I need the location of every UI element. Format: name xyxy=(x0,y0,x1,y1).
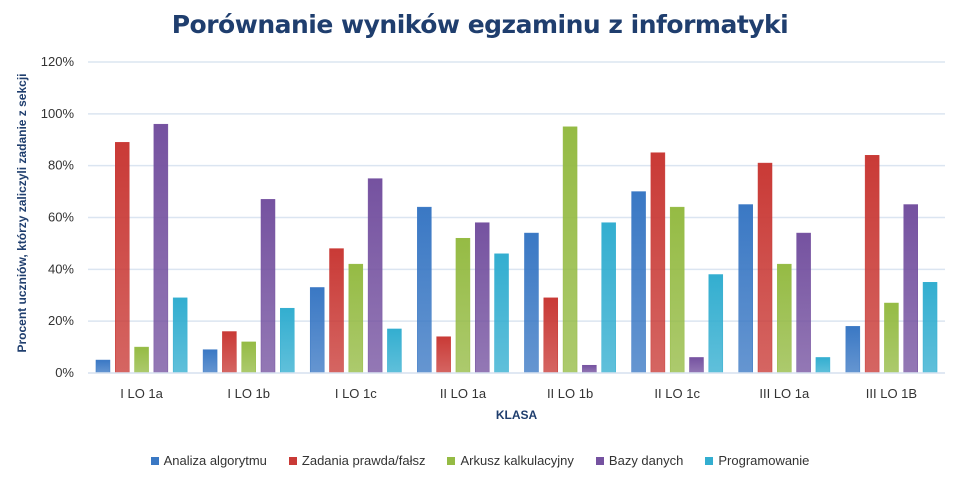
legend-swatch xyxy=(447,456,456,465)
bar-1-4 xyxy=(543,297,559,374)
bar-0-3 xyxy=(417,206,432,374)
bar-1-1 xyxy=(222,331,237,374)
bar-4-1 xyxy=(280,307,295,374)
y-tick-label: 0% xyxy=(55,365,74,380)
bar-2-6 xyxy=(777,263,792,374)
x-axis-label: KLASA xyxy=(495,408,538,422)
y-tick-label: 100% xyxy=(41,106,75,121)
bar-4-4 xyxy=(601,222,616,374)
bar-1-6 xyxy=(757,162,773,374)
bar-2-5 xyxy=(669,206,685,374)
bar-0-7 xyxy=(845,326,861,374)
bar-4-3 xyxy=(494,253,509,374)
bar-2-0 xyxy=(134,346,149,374)
bar-2-4 xyxy=(562,126,578,374)
bar-4-6 xyxy=(815,357,831,374)
bar-3-7 xyxy=(903,204,918,374)
bar-2-1 xyxy=(241,341,256,374)
bar-4-5 xyxy=(708,274,724,374)
bar-3-6 xyxy=(796,232,811,374)
bar-0-5 xyxy=(631,191,646,374)
y-tick-label: 120% xyxy=(41,54,75,69)
x-tick-label: II LO 1a xyxy=(440,386,487,401)
bar-2-2 xyxy=(348,263,364,374)
bar-0-1 xyxy=(202,349,218,374)
x-tick-label: II LO 1c xyxy=(654,386,700,401)
legend-label: Programowanie xyxy=(718,453,810,468)
x-tick-label: I LO 1a xyxy=(120,386,163,401)
bar-4-0 xyxy=(172,297,188,374)
bar-0-2 xyxy=(309,287,325,374)
x-tick-label: I LO 1c xyxy=(335,386,377,401)
legend-label: Bazy danych xyxy=(608,453,684,468)
x-tick-label: I LO 1b xyxy=(227,386,270,401)
legend: Analiza algorytmu Zadania prawda/fałsz Ark… xyxy=(0,453,960,468)
y-tick-label: 60% xyxy=(48,210,74,225)
bar-1-3 xyxy=(436,336,451,374)
legend-item: Arkusz kalkulacyjny xyxy=(447,453,574,468)
legend-swatch xyxy=(150,456,159,465)
bar-3-5 xyxy=(689,357,704,374)
bar-1-7 xyxy=(864,155,880,374)
legend-item: Zadania prawda/fałsz xyxy=(288,453,426,468)
legend-item: Programowanie xyxy=(705,453,809,468)
y-tick-label: 40% xyxy=(48,261,74,276)
bar-3-1 xyxy=(260,199,276,374)
bar-4-7 xyxy=(922,282,938,374)
bar-0-6 xyxy=(738,204,753,374)
x-tick-label: III LO 1B xyxy=(866,386,917,401)
bar-3-2 xyxy=(367,178,383,374)
x-tick-label: II LO 1b xyxy=(547,386,593,401)
bar-2-3 xyxy=(455,237,471,374)
legend-label: Analiza algorytmu xyxy=(163,453,267,468)
bar-0-0 xyxy=(95,359,111,374)
legend-item: Bazy danych xyxy=(595,453,684,468)
legend-swatch xyxy=(595,456,604,465)
chart-title: Porównanie wyników egzaminu z informatyk… xyxy=(171,10,789,39)
bar-2-7 xyxy=(884,302,899,374)
bar-3-4 xyxy=(582,364,597,374)
bar-4-2 xyxy=(387,328,402,374)
legend-label: Zadania prawda/fałsz xyxy=(301,453,426,468)
x-tick-label: III LO 1a xyxy=(759,386,810,401)
legend-item: Analiza algorytmu xyxy=(150,453,267,468)
y-tick-label: 20% xyxy=(48,313,74,328)
bar-3-0 xyxy=(153,123,169,374)
bar-3-3 xyxy=(474,222,490,374)
bar-0-4 xyxy=(524,232,539,374)
bar-1-2 xyxy=(329,248,344,374)
bar-1-5 xyxy=(650,152,666,374)
legend-swatch xyxy=(288,456,297,465)
bar-1-0 xyxy=(115,142,130,374)
y-tick-label: 80% xyxy=(48,158,74,173)
legend-label: Arkusz kalkulacyjny xyxy=(460,453,574,468)
legend-swatch xyxy=(705,456,714,465)
